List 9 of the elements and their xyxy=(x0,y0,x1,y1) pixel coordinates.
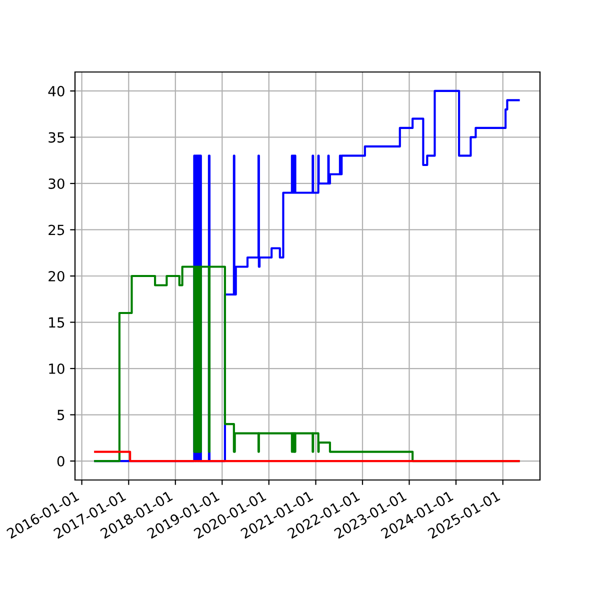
y-tick-label: 20 xyxy=(48,270,64,282)
y-tick-label: 30 xyxy=(48,178,64,189)
y-tick-label: 5 xyxy=(58,410,64,420)
y-tick-label: 35 xyxy=(48,132,64,143)
y-tick-label: 40 xyxy=(48,86,64,96)
y-tick-label: 15 xyxy=(49,317,64,328)
y-tick-label: 10 xyxy=(49,363,64,374)
y-tick-label: 0 xyxy=(57,456,64,467)
y-tick-label: 25 xyxy=(48,224,64,236)
